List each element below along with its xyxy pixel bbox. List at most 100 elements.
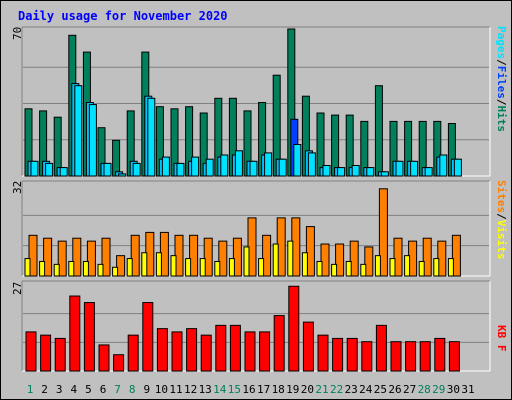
pages-bar — [264, 152, 273, 177]
visits-bar — [447, 258, 454, 277]
visits-bar — [214, 260, 221, 277]
kbytes-bar — [215, 324, 227, 372]
kbytes-bar — [186, 328, 198, 372]
kbytes-bar — [346, 337, 358, 372]
chart-title: Daily usage for November 2020 — [18, 9, 228, 23]
x-tick-label: 30 — [447, 383, 460, 396]
visits-bar — [170, 255, 177, 277]
sites-bar — [305, 226, 315, 277]
visits-bar — [316, 260, 323, 277]
kbytes-bar — [127, 334, 139, 372]
x-tick-label: 8 — [129, 383, 136, 396]
x-tick-label: 5 — [85, 383, 92, 396]
x-tick-label: 6 — [100, 383, 107, 396]
hits-legend: Pages/Files/Hits — [495, 26, 508, 132]
pages-bar — [453, 158, 462, 177]
hits-bar — [112, 139, 121, 177]
kbytes-bar — [229, 324, 241, 372]
x-tick-label: 11 — [169, 383, 182, 396]
visits-bar — [433, 258, 440, 277]
visits-bar — [287, 240, 294, 277]
kbytes-bar — [390, 341, 402, 372]
visits-bar — [141, 252, 148, 277]
legend-files: Files — [495, 65, 508, 99]
visits-bar — [97, 263, 104, 277]
legend-pages: Pages — [495, 26, 508, 60]
kbytes-bar — [259, 331, 271, 372]
sites-bar — [378, 188, 388, 277]
visits-bar — [82, 260, 89, 277]
kbytes-bar — [332, 337, 344, 372]
sites-bar — [203, 237, 213, 277]
visits-bar — [374, 255, 381, 277]
pages-bar — [337, 167, 346, 177]
pages-bar — [161, 156, 170, 177]
x-tick-label: 7 — [114, 383, 121, 396]
kbytes-bar — [361, 341, 373, 372]
sites-bar — [232, 237, 242, 277]
kbytes-bar — [171, 331, 183, 372]
visits-bar — [112, 266, 119, 277]
sites-bar — [189, 234, 199, 277]
kbytes-legend: KB F — [495, 325, 508, 352]
x-tick-label: 19 — [286, 383, 299, 396]
x-tick-label: 13 — [199, 383, 212, 396]
kbytes-bar — [200, 334, 212, 372]
pages-bar — [132, 162, 141, 177]
kbytes-bar — [156, 328, 168, 372]
sites-bar — [130, 234, 140, 277]
x-tick-label: 16 — [242, 383, 255, 396]
visits-bar — [126, 258, 133, 277]
sites-bar — [28, 234, 38, 277]
visits-bar — [301, 252, 308, 277]
kbytes-bar — [244, 331, 256, 372]
x-tick-label: 10 — [155, 383, 168, 396]
visits-bar — [345, 260, 352, 277]
kbytes-bar — [434, 337, 446, 372]
x-tick-label: 1 — [27, 383, 34, 396]
visits-bar — [68, 260, 75, 277]
pages-bar — [118, 173, 127, 177]
kbytes-bar — [98, 344, 110, 372]
sites-bar — [116, 255, 126, 277]
legend-hits: Hits — [495, 105, 508, 133]
pages-bar — [278, 158, 287, 177]
legend-visits: Visits — [495, 219, 508, 260]
kbytes-bar — [40, 334, 52, 372]
visits-bar — [389, 258, 396, 277]
kbytes-bar — [317, 334, 329, 372]
x-tick-label: 25 — [374, 383, 387, 396]
x-tick-label: 14 — [213, 383, 227, 396]
kbytes-bar — [302, 321, 314, 372]
sites-bar — [57, 240, 67, 277]
x-tick-label: 15 — [228, 383, 241, 396]
kbytes-bar — [273, 315, 285, 372]
kbytes-bar — [288, 285, 300, 372]
pages-bar — [220, 154, 229, 177]
visits-bar — [331, 263, 338, 277]
kbytes-bar — [54, 337, 66, 372]
sites-bar — [320, 243, 330, 277]
x-tick-label: 29 — [432, 383, 445, 396]
visits-bar — [272, 243, 279, 277]
x-tick-label: 18 — [272, 383, 285, 396]
pages-bar — [293, 144, 302, 177]
visits-bar — [258, 258, 265, 277]
x-tick-label: 27 — [403, 383, 416, 396]
sites-bar — [451, 234, 461, 277]
visits-bar — [24, 258, 31, 277]
pages-bar — [88, 104, 97, 177]
pages-bar — [74, 85, 83, 177]
kbytes-bar — [375, 324, 387, 372]
sites-bar — [43, 237, 53, 277]
hits-bar — [374, 85, 383, 177]
kbytes-bar — [419, 341, 431, 372]
pages-bar — [30, 160, 39, 177]
pages-bar — [205, 158, 214, 177]
pages-bar — [45, 162, 54, 177]
kbytes-ymax-label: 27 — [11, 281, 24, 295]
pages-bar — [322, 165, 331, 177]
kbytes-bar — [113, 354, 125, 372]
x-tick-label: 28 — [418, 383, 431, 396]
pages-bar — [439, 154, 448, 177]
